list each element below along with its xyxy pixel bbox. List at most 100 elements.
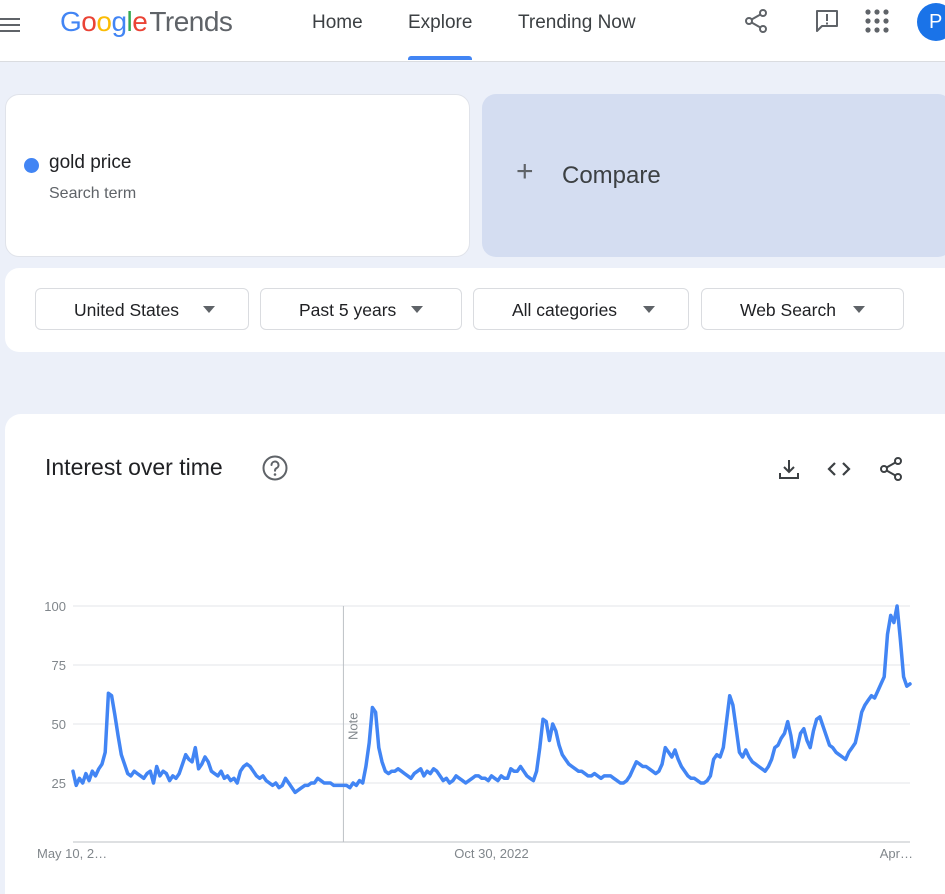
data-point[interactable] [815, 718, 818, 721]
data-point[interactable] [896, 605, 899, 608]
data-point[interactable] [683, 770, 686, 773]
help-icon[interactable] [261, 454, 289, 482]
data-point[interactable] [104, 751, 107, 754]
data-point[interactable] [702, 782, 705, 785]
apps-grid-icon[interactable] [864, 8, 890, 34]
data-point[interactable] [844, 758, 847, 761]
data-point[interactable] [735, 727, 738, 730]
data-point[interactable] [442, 779, 445, 782]
data-point[interactable] [107, 692, 110, 695]
data-point[interactable] [258, 777, 261, 780]
data-point[interactable] [390, 770, 393, 773]
data-point[interactable] [777, 744, 780, 747]
data-point[interactable] [564, 758, 567, 761]
data-point[interactable] [152, 782, 155, 785]
data-point[interactable] [252, 770, 255, 773]
data-point[interactable] [500, 774, 503, 777]
data-point[interactable] [313, 782, 316, 785]
data-point[interactable] [883, 675, 886, 678]
data-point[interactable] [126, 772, 129, 775]
data-point[interactable] [467, 779, 470, 782]
data-point[interactable] [393, 770, 396, 773]
data-point[interactable] [796, 746, 799, 749]
data-point[interactable] [628, 774, 631, 777]
data-point[interactable] [616, 779, 619, 782]
data-point[interactable] [429, 772, 432, 775]
data-point[interactable] [596, 774, 599, 777]
data-point[interactable] [194, 746, 197, 749]
data-point[interactable] [773, 746, 776, 749]
data-point[interactable] [673, 748, 676, 751]
data-point[interactable] [722, 746, 725, 749]
data-point[interactable] [570, 765, 573, 768]
tab-trending-now[interactable]: Trending Now [518, 12, 636, 33]
data-point[interactable] [445, 777, 448, 780]
data-point[interactable] [786, 720, 789, 723]
data-point[interactable] [113, 713, 116, 716]
data-point[interactable] [181, 763, 184, 766]
data-point[interactable] [352, 782, 355, 785]
data-point[interactable] [178, 772, 181, 775]
data-point[interactable] [249, 765, 252, 768]
data-point[interactable] [789, 734, 792, 737]
data-point[interactable] [551, 723, 554, 726]
data-point[interactable] [265, 779, 268, 782]
data-point[interactable] [110, 694, 113, 697]
compare-button[interactable]: + Compare [482, 94, 945, 257]
data-point[interactable] [818, 715, 821, 718]
data-point[interactable] [223, 777, 226, 780]
data-point[interactable] [403, 772, 406, 775]
google-trends-logo[interactable]: GoogleTrends [60, 6, 233, 37]
data-point[interactable] [860, 711, 863, 714]
data-point[interactable] [863, 704, 866, 707]
data-point[interactable] [426, 770, 429, 773]
data-point[interactable] [757, 765, 760, 768]
data-point[interactable] [641, 765, 644, 768]
data-point[interactable] [348, 786, 351, 789]
data-point[interactable] [867, 699, 870, 702]
data-point[interactable] [886, 633, 889, 636]
data-point[interactable] [574, 767, 577, 770]
time-range-dropdown[interactable]: Past 5 years [260, 288, 462, 330]
data-point[interactable] [805, 739, 808, 742]
data-point[interactable] [261, 774, 264, 777]
data-point[interactable] [271, 784, 274, 787]
data-point[interactable] [278, 786, 281, 789]
data-point[interactable] [799, 732, 802, 735]
data-point[interactable] [728, 694, 731, 697]
data-point[interactable] [438, 774, 441, 777]
data-point[interactable] [841, 756, 844, 759]
data-point[interactable] [339, 784, 342, 787]
data-point[interactable] [326, 782, 329, 785]
data-point[interactable] [239, 770, 242, 773]
data-point[interactable] [88, 779, 91, 782]
data-point[interactable] [635, 760, 638, 763]
data-point[interactable] [719, 756, 722, 759]
data-point[interactable] [78, 777, 81, 780]
search-term-value[interactable]: gold price [49, 152, 132, 173]
data-point[interactable] [284, 777, 287, 780]
region-dropdown[interactable]: United States [35, 288, 249, 330]
data-point[interactable] [680, 765, 683, 768]
data-point[interactable] [725, 720, 728, 723]
data-point[interactable] [661, 763, 664, 766]
data-point[interactable] [851, 746, 854, 749]
data-point[interactable] [91, 770, 94, 773]
account-avatar[interactable]: P [917, 3, 945, 41]
data-point[interactable] [793, 756, 796, 759]
data-point[interactable] [374, 711, 377, 714]
data-point[interactable] [297, 789, 300, 792]
data-point[interactable] [899, 638, 902, 641]
data-point[interactable] [474, 774, 477, 777]
data-point[interactable] [464, 782, 467, 785]
data-point[interactable] [619, 782, 622, 785]
tab-home[interactable]: Home [312, 12, 363, 33]
data-point[interactable] [307, 784, 310, 787]
data-point[interactable] [184, 753, 187, 756]
data-point[interactable] [435, 770, 438, 773]
data-point[interactable] [461, 779, 464, 782]
data-point[interactable] [690, 777, 693, 780]
data-point[interactable] [345, 784, 348, 787]
data-point[interactable] [567, 763, 570, 766]
data-point[interactable] [448, 782, 451, 785]
